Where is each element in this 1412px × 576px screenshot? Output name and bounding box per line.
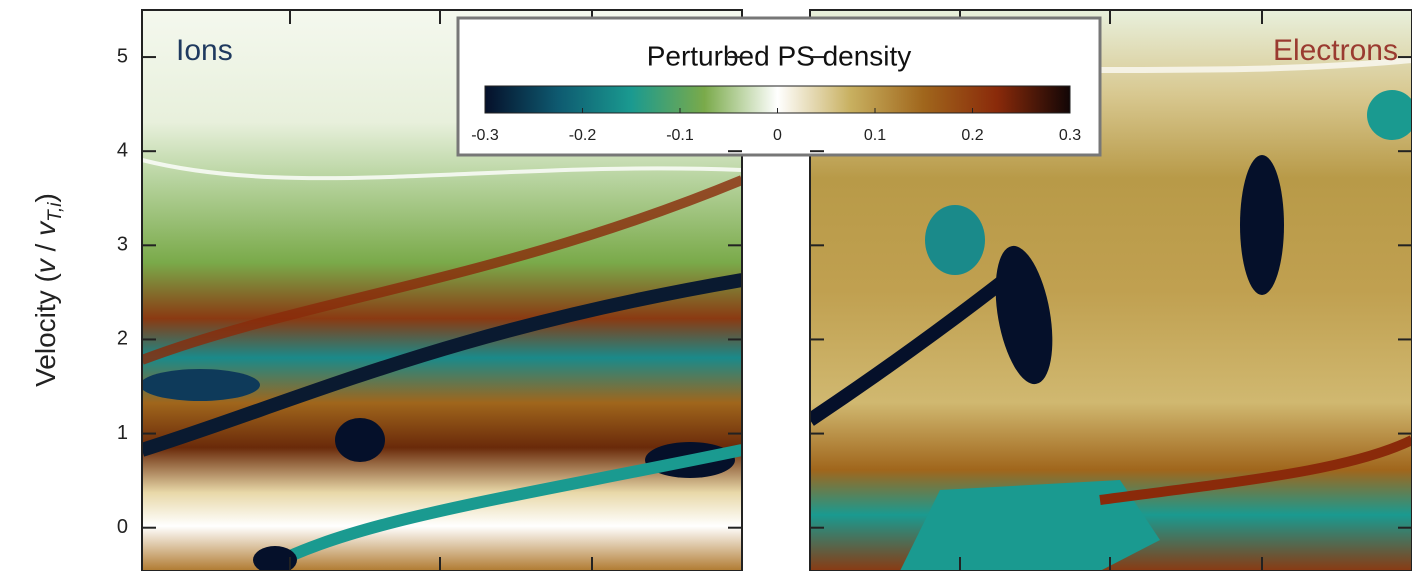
- colorbar-tick-label: -0.2: [569, 127, 597, 144]
- y-tick-label: 4: [117, 139, 128, 161]
- colorbar-tick-label: 0.1: [864, 127, 886, 144]
- colorbar-title: Perturbed PS density: [647, 40, 912, 71]
- label-part: ): [30, 193, 61, 202]
- x-ticks: [289, 10, 1263, 571]
- panel-label: Ions: [176, 34, 233, 67]
- colorbar: Perturbed PS density: [456, 16, 1102, 157]
- colorbar-tick-label: -0.1: [666, 127, 694, 144]
- label-part: Velocity (: [30, 273, 61, 387]
- panel-label: Electrons: [1273, 34, 1398, 67]
- colorbar-tick-label: 0.3: [1059, 127, 1081, 144]
- y-axis-label: Velocity (v / vT,i): [30, 193, 66, 387]
- colorbar-tick-label: 0.2: [961, 127, 983, 144]
- y-tick-label: 0: [117, 516, 128, 538]
- y-tick-label: 2: [117, 328, 128, 350]
- label-part: T,i: [45, 202, 66, 222]
- colorbar-tick-label: -0.3: [471, 127, 499, 144]
- colorbar-tick-label: 0: [773, 127, 782, 144]
- y-tick-label: 1: [117, 422, 128, 444]
- y-tick-label: 5: [117, 45, 128, 67]
- label-part: /: [30, 236, 61, 259]
- label-part: v: [30, 257, 61, 273]
- y-tick-label: 3: [117, 234, 128, 256]
- label-part: v: [30, 220, 61, 236]
